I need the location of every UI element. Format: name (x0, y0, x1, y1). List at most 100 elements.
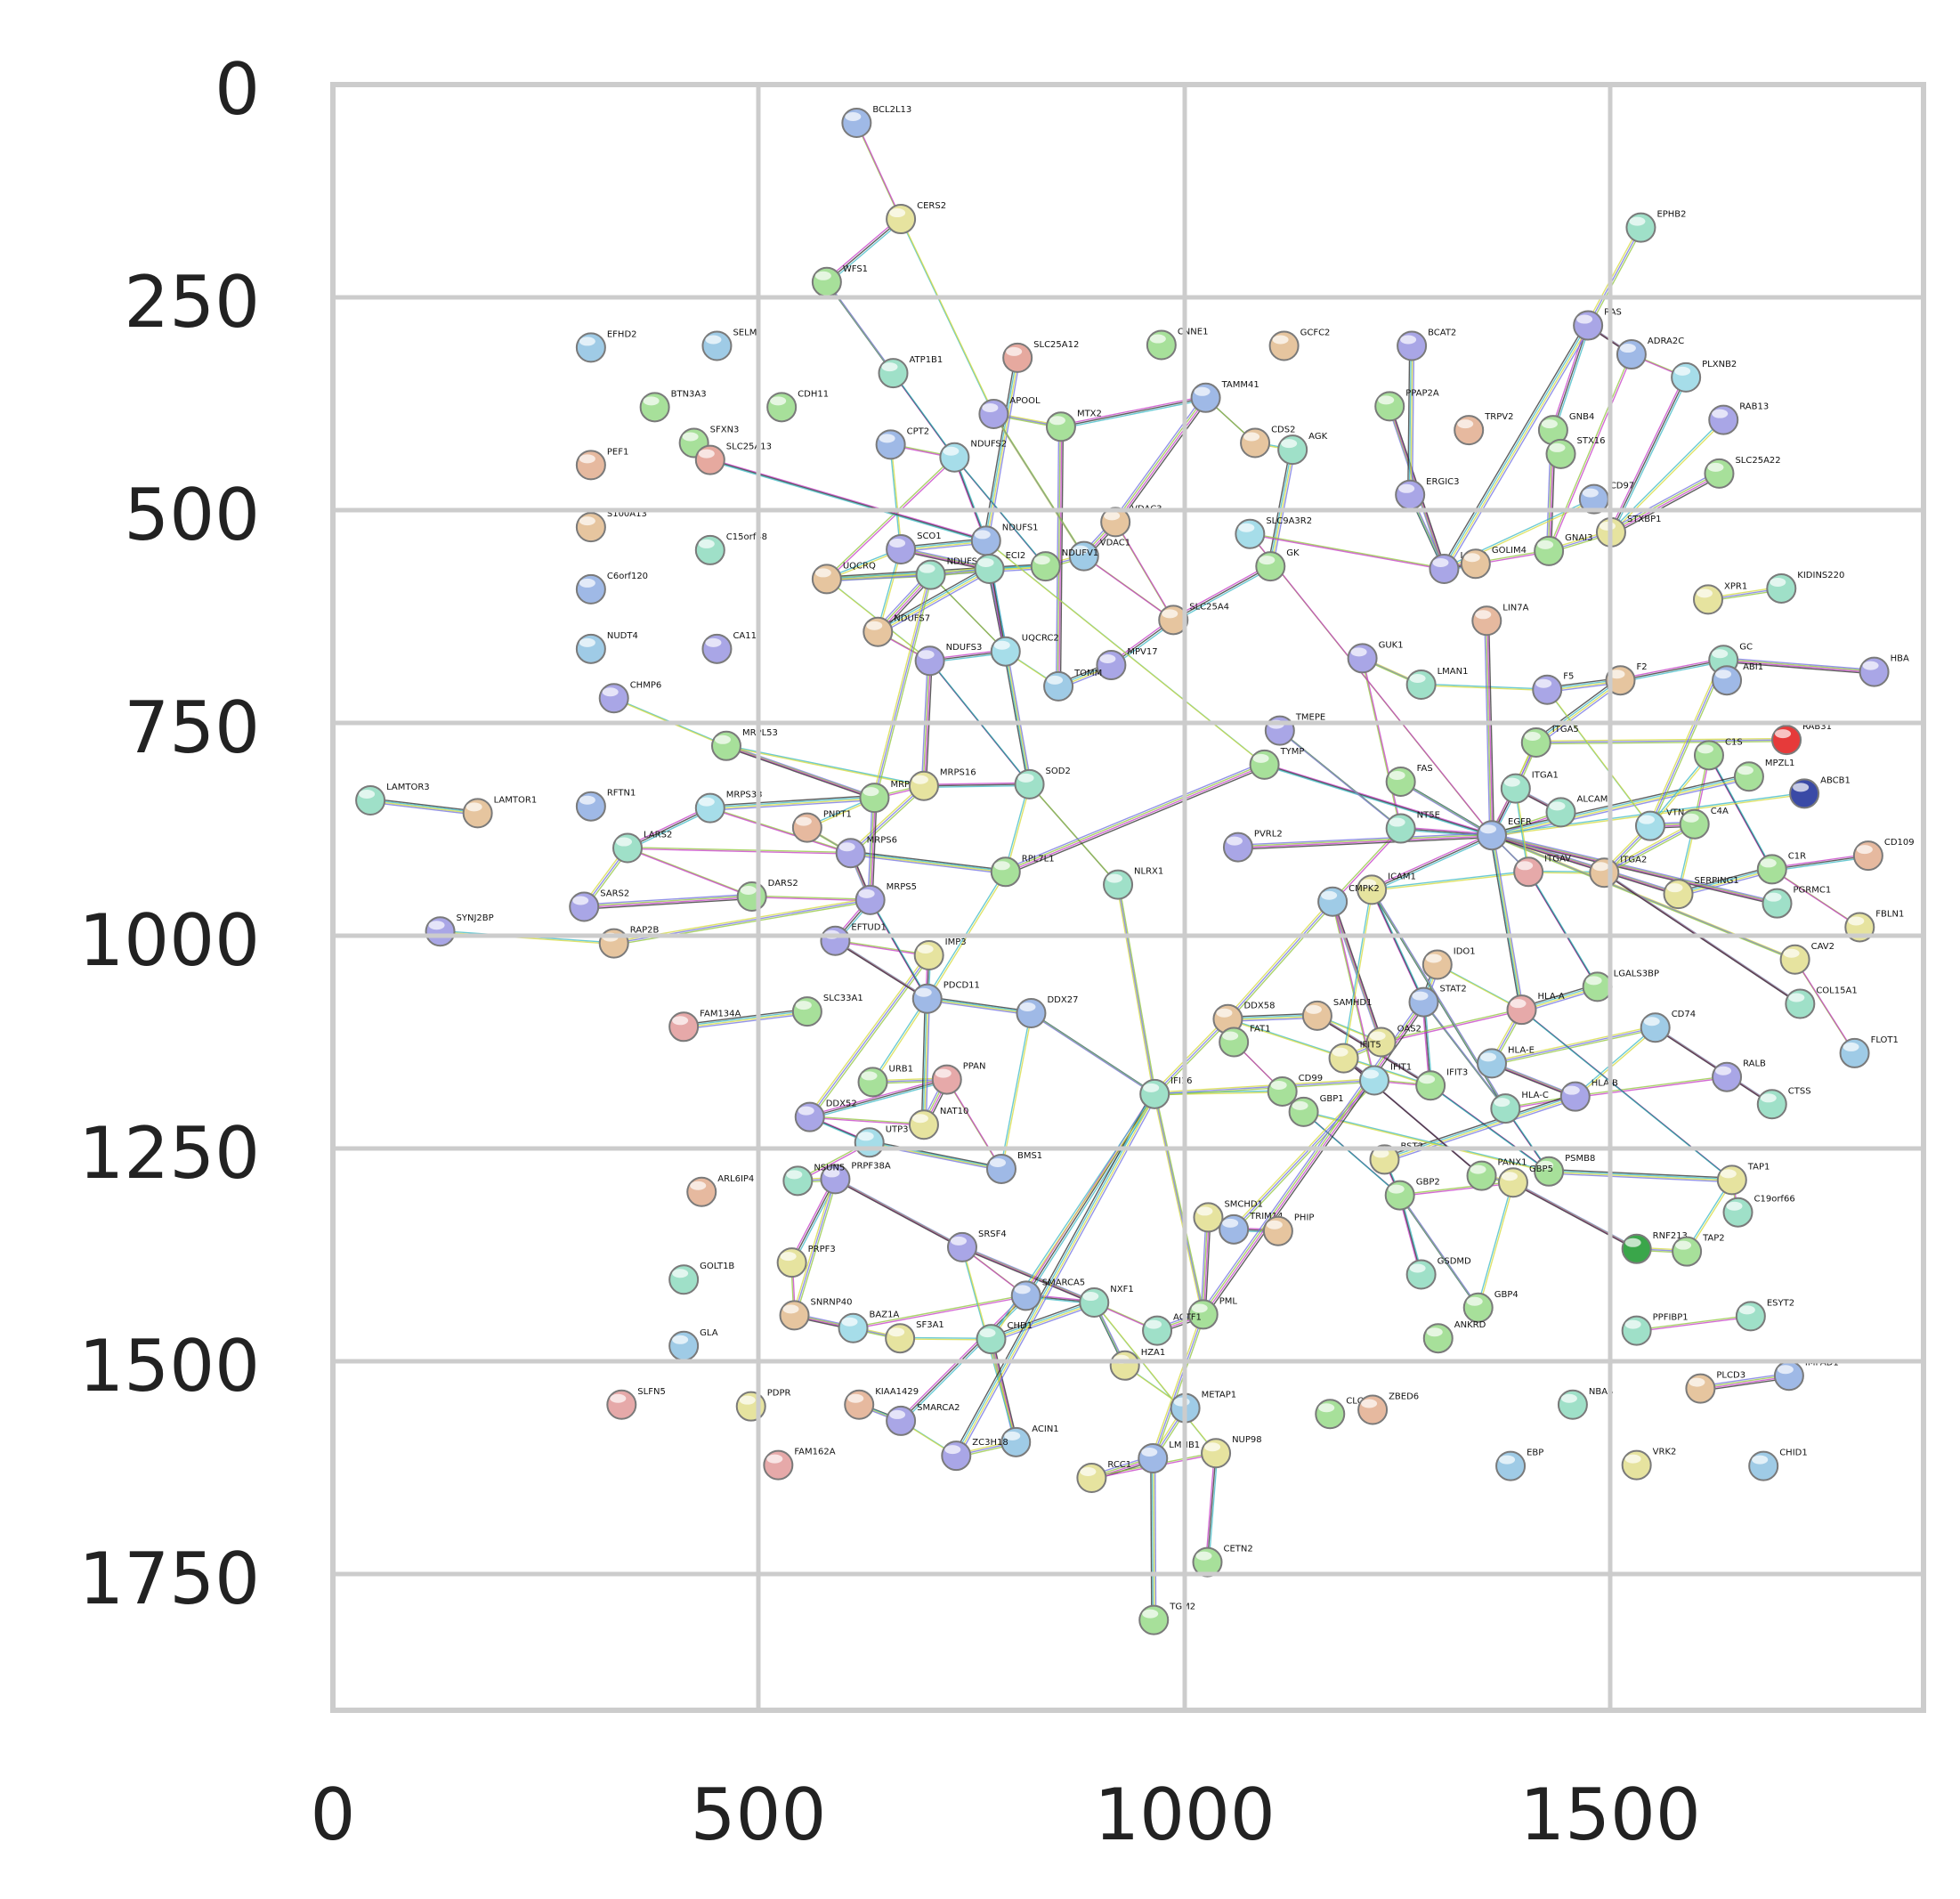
network-edge (1490, 834, 1522, 1010)
network-edge (1304, 1112, 1551, 1173)
node-label: IFIT5 (1360, 1041, 1381, 1051)
node-highlight (1400, 335, 1417, 345)
network-edge (1361, 657, 1401, 828)
node-highlight (979, 1328, 996, 1338)
node-highlight (1524, 731, 1541, 741)
node-highlight (1503, 777, 1520, 787)
node-label: GBP2 (1416, 1178, 1440, 1188)
plot-frame (330, 82, 1926, 1713)
network-edge (1489, 774, 1747, 834)
node-highlight (982, 402, 999, 412)
network-edge (851, 853, 1007, 873)
node-highlight (1560, 1393, 1577, 1403)
node-highlight (1195, 1551, 1212, 1561)
network-node: PSMB8 (1534, 1154, 1595, 1187)
network-node: VRK2 (1621, 1448, 1676, 1481)
node-highlight (1099, 653, 1116, 663)
network-node: XPR1 (1693, 581, 1747, 615)
network-edge (1055, 424, 1060, 685)
network-node: TAMM41 (1190, 380, 1259, 413)
network-edge (1529, 872, 1600, 989)
network-edge (1004, 763, 1265, 872)
network-edge (1609, 418, 1723, 532)
network-edge (1002, 649, 1028, 783)
node-highlight (579, 337, 595, 346)
node-highlight (705, 637, 722, 647)
node-label: MRPS16 (940, 768, 976, 778)
network-node: LGALS3BP (1582, 969, 1659, 1002)
network-node: CD74 (1640, 1010, 1696, 1043)
network-node: EFHD2 (575, 329, 637, 363)
network-edge (826, 218, 902, 283)
node-highlight (1222, 1218, 1239, 1228)
network-node: TYMP (1249, 747, 1304, 780)
node-highlight (672, 1269, 689, 1278)
network-edge (992, 1303, 1097, 1343)
node-label: ITGA2 (1620, 855, 1647, 864)
node-highlight (974, 530, 991, 540)
network-node: FAT1 (1219, 1025, 1271, 1058)
network-node: PEF1 (575, 447, 628, 481)
network-edge (1033, 1014, 1157, 1097)
network-edge (837, 942, 930, 1002)
node-label: PEF1 (607, 447, 628, 457)
network-edge (1281, 732, 1404, 832)
node-highlight (1470, 1165, 1486, 1174)
network-edge (867, 1140, 1000, 1168)
node-highlight (1360, 879, 1377, 889)
network-edge (1546, 1168, 1730, 1179)
node-label: GBP5 (1529, 1165, 1553, 1174)
network-edge (1401, 1197, 1481, 1311)
node-highlight (1689, 1377, 1705, 1387)
node-highlight (1760, 1093, 1777, 1103)
node-highlight (1350, 647, 1367, 657)
network-edge (1371, 889, 1425, 1002)
network-node: PLCD3 (1685, 1371, 1745, 1404)
network-edge (1620, 659, 1724, 681)
network-node: VTN (1634, 808, 1684, 841)
network-edge (925, 662, 933, 789)
network-edge (1150, 1456, 1153, 1619)
network-edge (627, 847, 850, 854)
node-highlight (795, 1001, 812, 1010)
node-highlight (1715, 670, 1732, 679)
node-label: HZA1 (1141, 1348, 1166, 1358)
network-edge (1237, 833, 1492, 848)
node-highlight (1585, 976, 1602, 986)
network-edge (1478, 1182, 1515, 1309)
y-tick-label: 250 (124, 261, 260, 344)
network-node: ACTF1 (1142, 1313, 1202, 1346)
network-edge (1006, 764, 1266, 873)
node-label: PHIP (1294, 1213, 1315, 1223)
node-label: GUK1 (1379, 640, 1404, 650)
node-highlight (1369, 1031, 1386, 1041)
node-highlight (698, 797, 715, 807)
network-edge (791, 1179, 837, 1263)
node-label: F5 (1563, 672, 1574, 682)
node-label: FAM134A (700, 1009, 741, 1018)
network-edge (809, 954, 930, 1118)
network-edge (1494, 836, 1780, 906)
network-node: RAS (1573, 308, 1622, 341)
network-edge (1679, 869, 1773, 896)
node-highlight (1321, 890, 1338, 900)
node-highlight (1389, 817, 1405, 827)
node-label: LAMTOR1 (494, 795, 538, 805)
node-highlight (1004, 1431, 1021, 1440)
node-highlight (616, 837, 633, 847)
node-highlight (1783, 948, 1800, 958)
node-label: GSDMD (1438, 1256, 1471, 1266)
network-edge (1249, 532, 1444, 569)
node-highlight (1726, 1201, 1743, 1211)
node-highlight (1141, 1447, 1158, 1457)
network-node: NXF1 (1079, 1285, 1134, 1319)
node-label: EPHB2 (1656, 210, 1686, 220)
node-label: ATP1B1 (909, 355, 943, 365)
network-edge (962, 1247, 1096, 1304)
node-label: FAT1 (1250, 1025, 1270, 1035)
node-highlight (1541, 419, 1558, 429)
node-label: MRPL21 (890, 780, 926, 790)
network-edge (1489, 832, 1677, 893)
network-node: SLC9A3R2 (1235, 516, 1312, 549)
network-node: GNAI3 (1534, 533, 1593, 566)
